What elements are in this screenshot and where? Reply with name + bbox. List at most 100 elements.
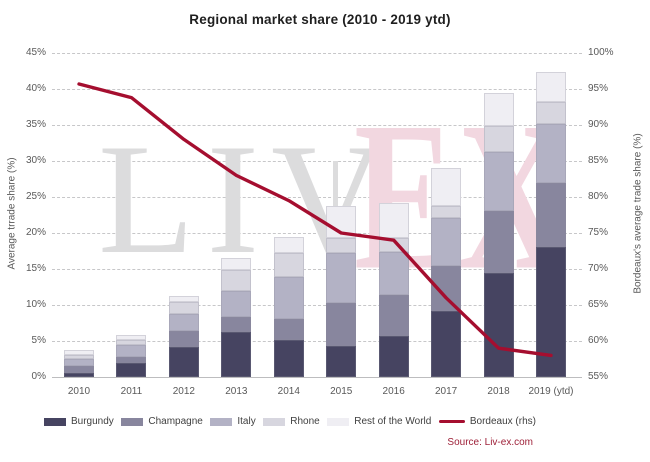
bar-segment-italy-2013 bbox=[221, 290, 252, 318]
bar-segment-champagne-2014 bbox=[273, 318, 304, 341]
plot-area: LIV EX bbox=[52, 53, 582, 378]
bar-segment-rhone-2013 bbox=[221, 270, 252, 291]
left-axis-tick-20: 20% bbox=[25, 227, 46, 238]
left-axis-tick-25: 25% bbox=[25, 191, 46, 202]
legend-swatch-champagne bbox=[121, 417, 144, 426]
bar-segment-italy-2012 bbox=[168, 313, 199, 331]
right-axis-tick-95: 95% bbox=[588, 83, 609, 94]
gridline-5 bbox=[52, 341, 582, 342]
bar-segment-rhone-2019-ytd bbox=[536, 101, 566, 124]
x-axis-tick-2016: 2016 bbox=[382, 386, 405, 397]
gridline-45 bbox=[52, 53, 582, 54]
bar-2010 bbox=[64, 350, 94, 377]
legend-item-rest-of-the-world: Rest of the World bbox=[327, 416, 431, 427]
bar-segment-rest-of-the-world-2014 bbox=[273, 236, 304, 254]
legend-item-italy: Italy bbox=[210, 416, 256, 427]
bar-segment-champagne-2016 bbox=[378, 294, 409, 336]
left-axis-tick-15: 15% bbox=[25, 263, 46, 274]
bar-2016 bbox=[378, 202, 409, 377]
bar-segment-italy-2019-ytd bbox=[536, 123, 566, 183]
x-axis-tick-2013: 2013 bbox=[225, 386, 248, 397]
bar-segment-italy-2017 bbox=[431, 217, 462, 267]
bar-segment-italy-2016 bbox=[378, 251, 409, 295]
bordeaux-line bbox=[77, 82, 553, 358]
bar-2013 bbox=[221, 257, 252, 377]
chart-title: Regional market share (2010 - 2019 ytd) bbox=[189, 12, 451, 27]
bar-segment-burgundy-2012 bbox=[168, 347, 199, 377]
legend-swatch-rhone bbox=[263, 417, 286, 426]
bar-segment-italy-2010 bbox=[64, 359, 94, 366]
x-axis-tick-2014: 2014 bbox=[277, 386, 300, 397]
left-axis-tick-5: 5% bbox=[31, 335, 46, 346]
bar-segment-champagne-2012 bbox=[168, 330, 199, 348]
bar-segment-italy-2011 bbox=[116, 345, 147, 357]
legend-swatch-burgundy bbox=[44, 417, 66, 426]
bar-segment-rest-of-the-world-2013 bbox=[221, 257, 252, 271]
legend-label-rest-of-the-world: Rest of the World bbox=[354, 416, 432, 427]
bar-segment-champagne-2011 bbox=[116, 356, 147, 363]
bar-2012 bbox=[168, 296, 199, 377]
gridline-40 bbox=[52, 89, 582, 90]
bar-2019-ytd bbox=[536, 71, 566, 377]
x-axis-tick-2018: 2018 bbox=[487, 386, 510, 397]
gridline-15 bbox=[52, 269, 582, 270]
bar-segment-italy-2018 bbox=[483, 152, 514, 211]
left-axis-tick-0: 0% bbox=[31, 371, 46, 382]
bar-segment-burgundy-2016 bbox=[378, 335, 409, 377]
bar-segment-rest-of-the-world-2012 bbox=[168, 296, 199, 303]
bar-segment-burgundy-2011 bbox=[116, 362, 147, 377]
bar-segment-burgundy-2018 bbox=[483, 273, 514, 377]
gridline-10 bbox=[52, 305, 582, 306]
bar-segment-burgundy-2015 bbox=[326, 346, 357, 377]
gridline-35 bbox=[52, 125, 582, 126]
legend-label-italy: Italy bbox=[237, 416, 256, 427]
bar-2014 bbox=[273, 236, 304, 377]
right-axis-tick-80: 80% bbox=[588, 191, 609, 202]
bar-segment-rhone-2010 bbox=[64, 354, 94, 360]
left-axis-tick-10: 10% bbox=[25, 299, 46, 310]
left-axis-tick-45: 45% bbox=[25, 47, 46, 58]
left-axis-tick-30: 30% bbox=[25, 155, 46, 166]
right-axis-tick-100: 100% bbox=[588, 47, 614, 58]
bordeaux-line-layer bbox=[77, 82, 553, 358]
bar-segment-rest-of-the-world-2017 bbox=[431, 168, 462, 206]
bar-segment-rest-of-the-world-2018 bbox=[483, 93, 514, 127]
legend: Burgundy Champagne Italy Rhone Rest of the W… bbox=[44, 416, 536, 427]
legend-item-burgundy: Burgundy bbox=[44, 416, 114, 427]
legend-label-bordeaux-rhs: Bordeaux (rhs) bbox=[469, 416, 536, 427]
right-axis-title: Bordeaux's average trade share (%) bbox=[632, 133, 644, 294]
x-axis-tick-2019-ytd: 2019 (ytd) bbox=[528, 386, 574, 397]
bar-segment-burgundy-2013 bbox=[221, 332, 252, 377]
bar-segment-rest-of-the-world-2019-ytd bbox=[536, 71, 566, 102]
legend-label-champagne: Champagne bbox=[148, 416, 203, 427]
legend-item-champagne: Champagne bbox=[121, 416, 203, 427]
left-axis-tick-35: 35% bbox=[25, 119, 46, 130]
x-axis-tick-2010: 2010 bbox=[67, 386, 91, 397]
x-axis-tick-2011: 2011 bbox=[120, 386, 143, 397]
right-axis-tick-65: 65% bbox=[588, 299, 609, 310]
right-axis-tick-90: 90% bbox=[588, 119, 609, 130]
bar-segment-rest-of-the-world-2016 bbox=[378, 202, 409, 239]
bar-segment-champagne-2013 bbox=[221, 317, 252, 333]
bar-segment-rhone-2011 bbox=[116, 339, 147, 346]
right-axis-tick-60: 60% bbox=[588, 335, 609, 346]
bar-segment-rhone-2017 bbox=[431, 205, 462, 218]
legend-label-rhone: Rhone bbox=[290, 416, 320, 427]
left-axis-tick-40: 40% bbox=[25, 83, 46, 94]
bar-segment-italy-2014 bbox=[273, 276, 304, 319]
x-axis-tick-2012: 2012 bbox=[172, 386, 195, 397]
bar-segment-burgundy-2014 bbox=[273, 340, 304, 377]
legend-item-rhone: Rhone bbox=[263, 416, 320, 427]
right-axis-tick-75: 75% bbox=[588, 227, 609, 238]
left-axis-title: Average trrade share (%) bbox=[6, 157, 18, 270]
right-axis-tick-55: 55% bbox=[588, 371, 609, 382]
bar-segment-rest-of-the-world-2011 bbox=[116, 335, 147, 340]
legend-item-bordeaux-rhs: Bordeaux (rhs) bbox=[438, 416, 536, 427]
bar-2015 bbox=[326, 206, 357, 377]
gridline-30 bbox=[52, 161, 582, 162]
bar-segment-rhone-2012 bbox=[168, 302, 199, 314]
bar-segment-champagne-2019-ytd bbox=[536, 182, 566, 248]
legend-swatch-italy bbox=[210, 417, 233, 426]
x-axis-line bbox=[52, 377, 582, 378]
